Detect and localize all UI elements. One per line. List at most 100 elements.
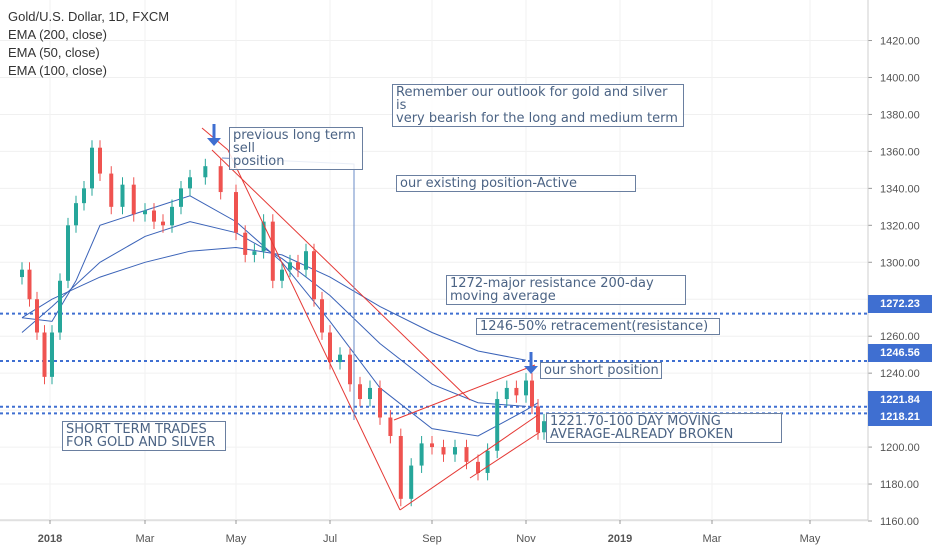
- candle-body: [409, 465, 414, 499]
- candle-body: [170, 206, 174, 226]
- indicator-ema-50: EMA (50, close): [8, 45, 100, 60]
- candle-body: [74, 203, 78, 226]
- candle-body: [542, 421, 546, 433]
- candle-body: [504, 387, 509, 400]
- candle-body: [27, 269, 32, 300]
- annotation-major-resistance: 1272-major resistance 200-day moving ave…: [446, 275, 686, 305]
- annotation-existing-position: our existing position-Active: [396, 175, 636, 192]
- candle-body: [42, 332, 47, 377]
- connector-line: [221, 157, 355, 420]
- y-tick-label: 1340.00: [880, 183, 920, 195]
- y-tick-label: 1420.00: [880, 36, 920, 48]
- annotation-previous-sell: previous long term sell position: [229, 127, 363, 170]
- candle-body: [368, 387, 372, 400]
- candle-body: [495, 399, 500, 451]
- candle-body: [35, 299, 39, 333]
- candle-body: [338, 354, 342, 363]
- candle-body: [453, 447, 457, 455]
- candle-body: [524, 380, 528, 396]
- candle-body: [419, 443, 424, 466]
- x-tick-label: Sep: [422, 533, 442, 545]
- candle-body: [66, 225, 70, 281]
- candle-body: [296, 262, 300, 270]
- candle-body: [476, 461, 480, 473]
- indicator-ema-200: EMA (200, close): [8, 27, 107, 42]
- candle-body: [464, 447, 469, 462]
- y-tick-label: 1320.00: [880, 220, 920, 232]
- ema-100-line: [21, 221, 527, 407]
- candle-body: [288, 262, 292, 270]
- y-tick-label: 1300.00: [880, 257, 920, 269]
- candle-body: [280, 269, 284, 281]
- chart-legend: Gold/U.S. Dollar, 1D, FXCM EMA (200, clo…: [8, 8, 169, 80]
- price-badge-1221: 1221.84: [868, 391, 932, 409]
- candle-body: [304, 251, 308, 270]
- candle-body: [109, 173, 114, 207]
- candle-body: [243, 232, 248, 255]
- candle-body: [90, 147, 94, 189]
- ema-200-line: [21, 246, 527, 361]
- candle-body: [179, 188, 183, 207]
- x-tick-label: 2018: [38, 533, 62, 545]
- candle-body: [536, 406, 540, 433]
- channel-line: [227, 149, 401, 511]
- x-tick-label: Nov: [516, 533, 536, 545]
- channel-line: [469, 431, 541, 479]
- candle-body: [358, 384, 362, 400]
- annotation-outlook: Remember our outlook for gold and silver…: [392, 84, 684, 127]
- annotation-short-position: our short position: [540, 362, 662, 379]
- candle-body: [430, 443, 434, 448]
- candle-body: [218, 166, 223, 193]
- candle-body: [50, 332, 54, 377]
- indicator-ema-100: EMA (100, close): [8, 63, 107, 78]
- candle-body: [388, 417, 393, 436]
- sell-arrow-head: [207, 138, 221, 146]
- x-tick-label: May: [800, 533, 821, 545]
- candle-body: [20, 269, 24, 278]
- candle-body: [320, 299, 324, 333]
- y-tick-label: 1400.00: [880, 72, 920, 84]
- candle-body: [161, 221, 165, 226]
- candle-body: [441, 447, 446, 455]
- y-tick-label: 1160.00: [880, 516, 919, 528]
- candle-body: [131, 184, 136, 215]
- annotation-short-term-trades: SHORT TERM TRADES FOR GOLD AND SILVER: [62, 421, 226, 451]
- candle-body: [82, 188, 86, 204]
- candle-body: [270, 221, 275, 281]
- candle-body: [203, 166, 208, 178]
- candle-body: [58, 280, 62, 333]
- y-tick-label: 1260.00: [880, 331, 920, 343]
- candle-body: [143, 210, 147, 215]
- candle-body: [514, 387, 519, 396]
- x-tick-label: May: [226, 533, 247, 545]
- y-tick-label: 1200.00: [880, 442, 920, 454]
- candle-body: [530, 380, 534, 407]
- channel-line: [211, 149, 471, 401]
- candle-body: [261, 221, 266, 252]
- candle-body: [312, 251, 316, 300]
- candle-body: [378, 387, 382, 418]
- price-badge-1246: 1246.56: [868, 344, 932, 362]
- candle-body: [485, 450, 490, 473]
- x-tick-label: Mar: [703, 533, 722, 545]
- candle-body: [234, 192, 238, 233]
- x-tick-label: Jul: [323, 533, 337, 545]
- y-tick-label: 1360.00: [880, 146, 920, 158]
- x-tick-label: Mar: [136, 533, 155, 545]
- annotation-retracement: 1246-50% retracement(resistance): [476, 318, 720, 335]
- candle-body: [328, 332, 332, 363]
- price-badge-1272: 1272.23: [868, 295, 932, 313]
- candle-body: [152, 210, 156, 222]
- candle-body: [188, 177, 192, 189]
- x-tick-label: 2019: [608, 533, 632, 545]
- price-badge-1218: 1218.21: [868, 408, 932, 426]
- y-tick-label: 1180.00: [880, 479, 919, 491]
- y-tick-label: 1380.00: [880, 109, 920, 121]
- ema-50-line: [21, 195, 539, 437]
- channel-line: [393, 364, 536, 421]
- annotation-moving-average-broken: 1221.70-100 DAY MOVING AVERAGE-ALREADY B…: [546, 413, 782, 443]
- candle-body: [98, 147, 102, 174]
- short-arrow-head: [524, 366, 538, 374]
- candle-body: [398, 435, 403, 499]
